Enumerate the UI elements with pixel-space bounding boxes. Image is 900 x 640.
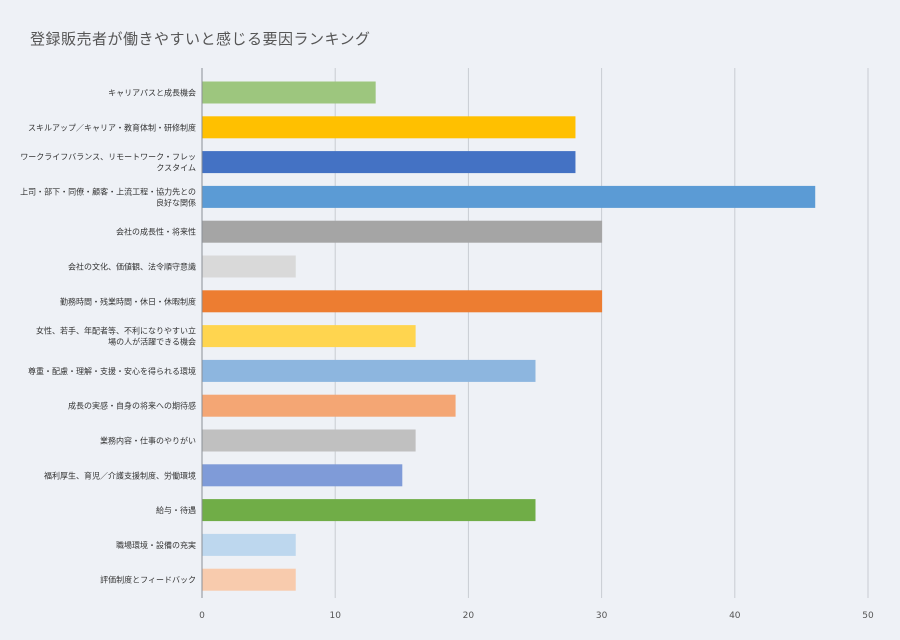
bar <box>202 499 536 522</box>
bar <box>202 568 296 591</box>
category-label: 良好な関係 <box>156 197 196 207</box>
x-tick-label: 10 <box>329 611 341 621</box>
bar <box>202 325 416 348</box>
bar <box>202 429 416 452</box>
category-label: 成長の実感・自身の将来への期待感 <box>68 401 196 411</box>
category-label: 会社の成長性・将来性 <box>116 227 196 237</box>
category-label: 勤務時間・残業時間・休日・休暇制度 <box>60 296 196 306</box>
category-label: 福利厚生、育児／介護支援制度、労働環境 <box>44 470 196 480</box>
category-label: 評価制度とフィードバック <box>100 575 196 585</box>
x-tick-label: 40 <box>729 611 741 621</box>
bar <box>202 220 603 243</box>
bar <box>202 464 403 487</box>
category-label: 職場環境・設備の充実 <box>116 540 196 550</box>
x-tick-label: 50 <box>862 611 874 621</box>
bar <box>202 394 456 417</box>
bar <box>202 533 296 556</box>
category-label: クスタイム <box>156 164 196 173</box>
x-tick-label: 20 <box>463 611 475 621</box>
category-label: 女性、若手、年配者等、不利になりやすい立 <box>36 326 196 336</box>
bar <box>202 81 376 104</box>
bar <box>202 151 576 174</box>
bar <box>202 116 576 139</box>
category-label: 会社の文化、価値観、法令順守意識 <box>68 262 196 272</box>
x-tick-label: 30 <box>596 611 608 621</box>
category-label: 場の人が活躍できる機会 <box>108 337 196 347</box>
category-label: 上司・部下・同僚・顧客・上流工程・協力先との <box>20 186 196 196</box>
category-label: 業務内容・仕事のやりがい <box>100 436 196 446</box>
category-label: 尊重・配慮・理解・支援・安心を得られる環境 <box>28 366 196 376</box>
x-tick-label: 0 <box>199 611 205 621</box>
bar <box>202 290 603 313</box>
category-label: キャリアパスと成長機会 <box>108 88 196 98</box>
bar <box>202 255 296 278</box>
bar <box>202 359 536 382</box>
chart-title: 登録販売者が働きやすいと感じる要因ランキング <box>30 30 371 48</box>
bar <box>202 185 816 208</box>
category-label: ワークライフバランス、リモートワーク・フレッ <box>20 153 196 162</box>
category-label: 給与・待遇 <box>156 505 196 515</box>
category-label: スキルアップ／キャリア・教育体制・研修制度 <box>28 122 196 132</box>
